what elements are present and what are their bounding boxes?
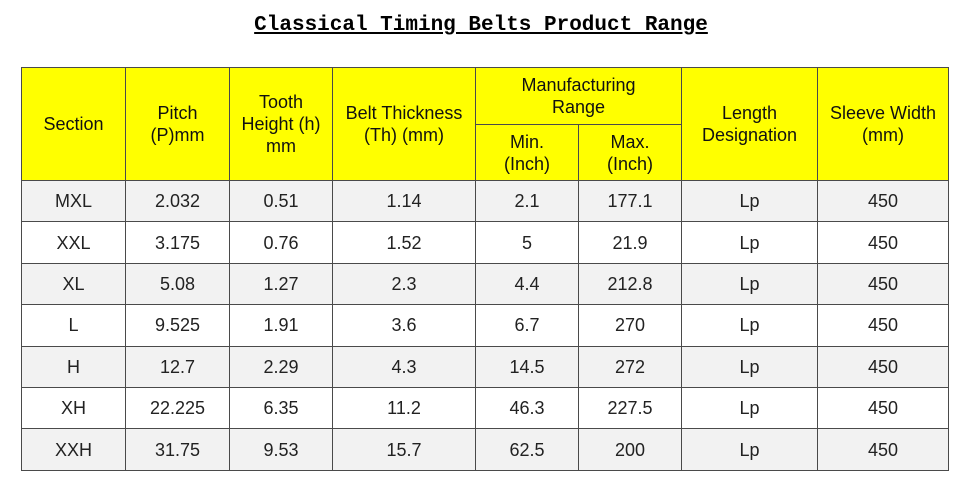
table-cell: 6.35 <box>229 386 333 430</box>
table-cell: 450 <box>817 428 950 471</box>
table-cell: Lp <box>681 179 819 223</box>
table-cell: 177.1 <box>577 179 683 223</box>
table-cell: L <box>21 304 126 347</box>
table-cell: 2.032 <box>125 179 230 223</box>
table-cell: 2.3 <box>332 262 476 306</box>
header-cell: Section <box>21 67 126 181</box>
header-cell: Tooth Height (h) mm <box>229 67 333 181</box>
table-cell: 2.29 <box>229 345 333 388</box>
table-cell: 31.75 <box>125 428 230 471</box>
table-cell: 450 <box>817 179 950 223</box>
table-cell: 11.2 <box>332 386 476 430</box>
table-cell: 5 <box>475 221 579 264</box>
header-row: Section Pitch (P)mm Tooth Height (h) mm … <box>21 67 950 181</box>
table-row: XL 5.08 1.27 2.3 4.4 212.8 Lp 450 <box>21 262 950 306</box>
table-cell: 9.53 <box>229 428 333 471</box>
table-cell: 9.525 <box>125 304 230 347</box>
table-row: XXL 3.175 0.76 1.52 5 21.9 Lp 450 <box>21 221 950 264</box>
table-cell: 450 <box>817 304 950 347</box>
table-cell: Lp <box>681 345 819 388</box>
table-cell: H <box>21 345 126 388</box>
table-cell: Lp <box>681 262 819 306</box>
table-cell: 2.1 <box>475 179 579 223</box>
table-cell: 227.5 <box>577 386 683 430</box>
table-cell: 450 <box>817 386 950 430</box>
table-cell: 21.9 <box>577 221 683 264</box>
table-cell: XXH <box>21 428 126 471</box>
table-cell: XL <box>21 262 126 306</box>
title: Classical Timing Belts Product Range <box>254 14 708 37</box>
table-cell: 1.14 <box>332 179 476 223</box>
table-cell: 5.08 <box>125 262 230 306</box>
table-cell: 0.51 <box>229 179 333 223</box>
table-header: Section Pitch (P)mm Tooth Height (h) mm … <box>21 67 950 181</box>
table-cell: 3.175 <box>125 221 230 264</box>
table-cell: 15.7 <box>332 428 476 471</box>
table-cell: 4.4 <box>475 262 579 306</box>
table-cell: XXL <box>21 221 126 264</box>
table-cell: Lp <box>681 304 819 347</box>
table-cell: 212.8 <box>577 262 683 306</box>
table-cell: 62.5 <box>475 428 579 471</box>
table-cell: XH <box>21 386 126 430</box>
table-row: L 9.525 1.91 3.6 6.7 270 Lp 450 <box>21 304 950 347</box>
header-cell: Belt Thickness (Th) (mm) <box>332 67 476 181</box>
product-table: Section Pitch (P)mm Tooth Height (h) mm … <box>21 67 950 471</box>
header-cell: Manufacturing Range <box>474 67 683 125</box>
table-cell: 1.27 <box>229 262 333 306</box>
header-cell: Sleeve Width (mm) <box>817 67 950 181</box>
table-cell: 0.76 <box>229 221 333 264</box>
table-cell: 1.52 <box>332 221 476 264</box>
table-cell: 6.7 <box>475 304 579 347</box>
table-cell: 12.7 <box>125 345 230 388</box>
table-cell: 4.3 <box>332 345 476 388</box>
table-row: XH 22.225 6.35 11.2 46.3 227.5 Lp 450 <box>21 386 950 430</box>
table-cell: Lp <box>681 221 819 264</box>
table-cell: 22.225 <box>125 386 230 430</box>
table-cell: 14.5 <box>475 345 579 388</box>
table-body: MXL 2.032 0.51 1.14 2.1 177.1 Lp 450 XXL 3.175 0.7… <box>21 179 950 471</box>
table-cell: 450 <box>817 221 950 264</box>
table-cell: 1.91 <box>229 304 333 347</box>
table-cell: 46.3 <box>475 386 579 430</box>
table-cell: 3.6 <box>332 304 476 347</box>
header-cell: Max. (Inch) <box>577 124 683 181</box>
header-cell: Pitch (P)mm <box>125 67 230 181</box>
header-row: Min. (Inch) Max. (Inch) <box>22 124 949 181</box>
table-row: XXH 31.75 9.53 15.7 62.5 200 Lp 450 <box>21 428 950 471</box>
table-cell: 450 <box>817 345 950 388</box>
table-cell: Lp <box>681 428 819 471</box>
table-cell: 270 <box>577 304 683 347</box>
table-row: MXL 2.032 0.51 1.14 2.1 177.1 Lp 450 <box>21 179 950 223</box>
header-cell: Min. (Inch) <box>475 124 579 181</box>
table-cell: Lp <box>681 386 819 430</box>
table-cell: 272 <box>577 345 683 388</box>
header-cell: Length Designation <box>681 67 819 181</box>
table-cell: 450 <box>817 262 950 306</box>
table-row: H 12.7 2.29 4.3 14.5 272 Lp 450 <box>21 345 950 388</box>
table-cell: 200 <box>577 428 683 471</box>
table-cell: MXL <box>21 179 126 223</box>
